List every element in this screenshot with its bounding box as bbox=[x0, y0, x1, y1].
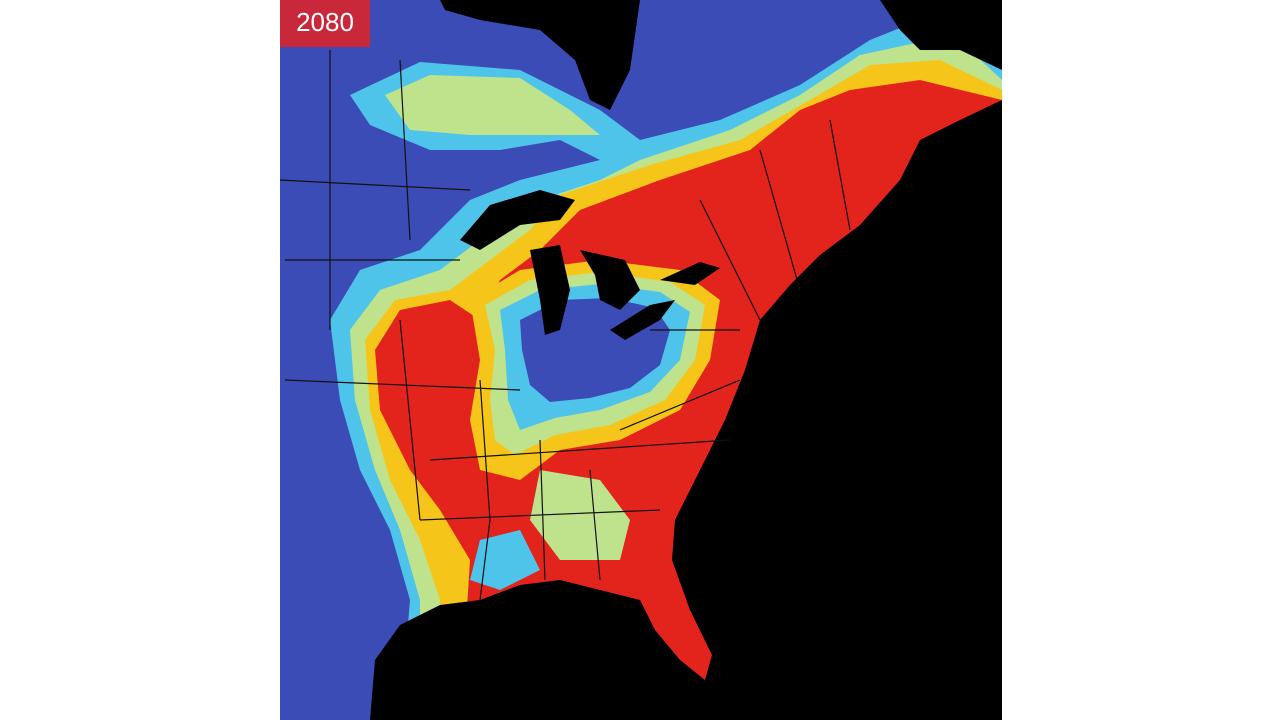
boundaries bbox=[280, 50, 851, 601]
lake-superior bbox=[460, 190, 575, 250]
lake-erie bbox=[610, 300, 675, 340]
boundary bbox=[280, 50, 851, 601]
ocean bbox=[370, 100, 1002, 720]
zone-south-light-blue bbox=[470, 530, 540, 590]
zone-south-green bbox=[530, 470, 630, 560]
lake-ontario bbox=[660, 262, 720, 285]
north-atlantic bbox=[880, 0, 1002, 70]
lake-michigan bbox=[530, 245, 570, 335]
lake-huron bbox=[580, 250, 640, 310]
year-label: 2080 bbox=[296, 7, 354, 37]
map bbox=[280, 0, 1002, 720]
year-tag bbox=[280, 0, 370, 47]
hudson-region bbox=[440, 0, 640, 110]
